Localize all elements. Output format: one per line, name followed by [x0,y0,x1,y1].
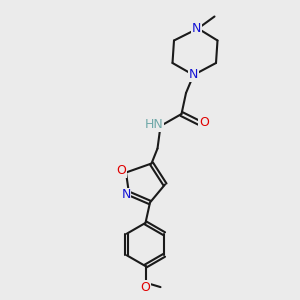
Text: O: O [141,280,150,294]
Text: N: N [121,188,131,202]
Text: O: O [117,164,126,178]
Text: O: O [199,116,209,130]
Text: N: N [192,22,201,35]
Text: N: N [189,68,198,82]
Text: HN: HN [145,118,163,131]
